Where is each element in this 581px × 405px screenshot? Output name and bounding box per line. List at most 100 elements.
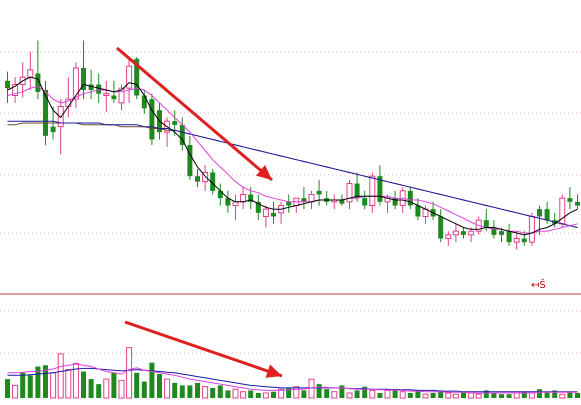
- volume-bar: [111, 372, 117, 398]
- candle-body: [88, 84, 94, 90]
- volume-bar: [12, 384, 19, 399]
- candle-body: [262, 208, 269, 218]
- volume-bar: [293, 386, 300, 399]
- volume-bar: [499, 394, 504, 398]
- volume-ma-short-line: [7, 363, 578, 394]
- candle-body: [81, 68, 86, 90]
- candle-body: [255, 201, 261, 213]
- candle-body: [567, 198, 573, 202]
- candle-body: [346, 183, 353, 203]
- volume-bar: [149, 362, 155, 398]
- volume-bar: [461, 391, 466, 398]
- volume-bar: [438, 390, 444, 398]
- volume-bar: [225, 390, 231, 398]
- volume-bar: [35, 366, 41, 398]
- candle-body: [57, 106, 64, 128]
- volume-bar: [172, 382, 178, 398]
- volume-bar: [50, 372, 57, 399]
- volume-bar: [575, 392, 580, 398]
- volume-bar: [399, 391, 406, 399]
- volume-bar: [72, 362, 79, 399]
- volume-bar: [422, 393, 429, 399]
- candle-body: [452, 230, 459, 236]
- trend-arrow-price-shaft: [116, 46, 273, 182]
- candle-body: [537, 209, 542, 217]
- candle-body: [96, 84, 102, 94]
- candle-body: [72, 67, 79, 100]
- volume-bar: [331, 391, 338, 399]
- candle-body: [362, 198, 368, 206]
- candle-body: [118, 87, 125, 104]
- volume-bar: [430, 392, 436, 398]
- candle-body: [377, 176, 383, 202]
- volume-bar: [240, 391, 247, 399]
- candle-body: [483, 220, 489, 228]
- candle-body: [172, 121, 178, 125]
- volume-bar: [5, 379, 10, 398]
- candle-body: [369, 175, 376, 207]
- volume-bar: [559, 393, 566, 399]
- candle-body: [308, 194, 315, 203]
- volume-bar: [567, 391, 573, 398]
- candle-body: [35, 73, 41, 92]
- volume-bar: [537, 389, 542, 398]
- volume-bar: [491, 392, 497, 398]
- volume-bar: [118, 379, 125, 399]
- volume-bar: [43, 365, 48, 398]
- volume-bar: [96, 384, 102, 398]
- volume-bar: [339, 385, 345, 398]
- volume-bar: [483, 390, 489, 398]
- volume-bar: [255, 392, 261, 398]
- candle-body: [438, 216, 444, 239]
- candle-body: [354, 183, 360, 199]
- ma-long-line: [7, 120, 578, 228]
- candle-body: [513, 238, 520, 243]
- candle-body: [339, 200, 345, 204]
- signal-marker-label: ↤Ŝ: [531, 280, 546, 291]
- candle-body: [111, 95, 117, 100]
- candle-body: [179, 124, 185, 145]
- candle-body: [50, 126, 56, 133]
- volume-bar: [27, 375, 33, 398]
- volume-bar: [506, 394, 512, 398]
- candle-body: [575, 201, 580, 206]
- candle-body: [248, 194, 254, 202]
- volume-bar: [445, 392, 452, 399]
- candle-body: [528, 216, 535, 243]
- candle-body: [12, 84, 19, 96]
- candle-body: [103, 93, 110, 96]
- volume-bar: [468, 392, 475, 399]
- candle-body: [141, 95, 147, 109]
- candle-body: [225, 198, 231, 206]
- volume-bar: [475, 393, 482, 399]
- candle-body: [506, 231, 512, 243]
- candle-body: [5, 80, 10, 89]
- candle-body: [544, 209, 550, 221]
- candle-body: [217, 190, 223, 199]
- candle-body: [491, 227, 497, 235]
- candle-body: [499, 231, 504, 235]
- volume-bar: [202, 386, 209, 399]
- volume-bar: [286, 387, 292, 398]
- volume-bar: [262, 392, 269, 399]
- trend-arrow-price-head: [256, 164, 272, 180]
- volume-bar: [513, 392, 520, 399]
- candle-body: [521, 238, 527, 243]
- volume-bar: [126, 347, 133, 399]
- volume-bar: [552, 390, 558, 398]
- candle-body: [240, 194, 247, 203]
- volume-bar: [179, 385, 185, 398]
- candle-body: [286, 201, 292, 206]
- candle-body: [149, 99, 155, 140]
- volume-bar: [88, 379, 94, 398]
- candle-body: [134, 58, 140, 96]
- volume-bar: [217, 385, 223, 398]
- candle-body: [187, 145, 193, 177]
- volume-bar: [232, 388, 239, 399]
- volume-bar: [248, 390, 254, 398]
- volume-bar: [346, 392, 353, 399]
- candle-body: [468, 230, 475, 236]
- candle-body: [43, 90, 48, 136]
